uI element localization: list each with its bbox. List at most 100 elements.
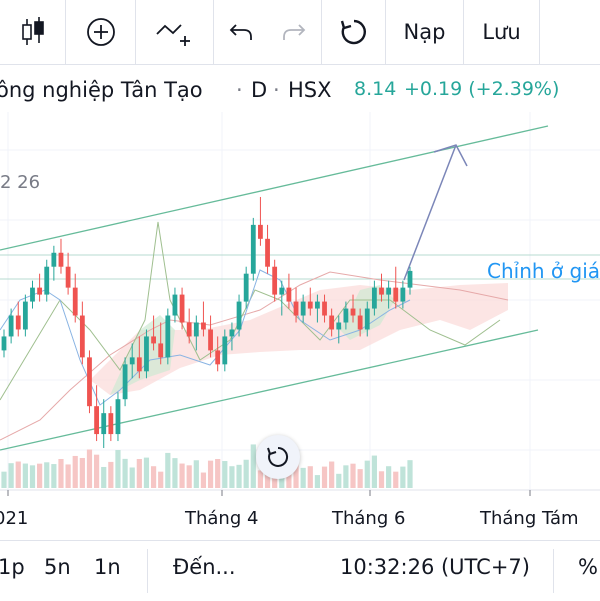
- channel-upper[interactable]: [0, 125, 549, 251]
- chart-type-button[interactable]: [0, 0, 66, 64]
- candle-body: [300, 301, 306, 316]
- price-chart[interactable]: 2 26 Chỉnh ở giá 021 Tháng 4 Tháng 6 Thá…: [0, 112, 600, 530]
- volume-bar: [243, 459, 249, 488]
- volume-bar: [314, 475, 321, 488]
- range-5d-button[interactable]: 5n: [44, 555, 71, 579]
- candle-body: [22, 301, 28, 330]
- volume-bar: [186, 465, 192, 488]
- annotation-text[interactable]: Chỉnh ở giá: [487, 259, 600, 283]
- volume-bar: [136, 458, 142, 488]
- candle-body: [336, 322, 342, 330]
- symbol-interval[interactable]: D: [251, 78, 268, 102]
- undo-icon[interactable]: [227, 18, 255, 46]
- candle-body: [15, 315, 21, 330]
- refresh-button[interactable]: [322, 0, 386, 64]
- load-button[interactable]: Nạp: [386, 0, 464, 64]
- volume-bar: [207, 460, 214, 488]
- candle-body: [250, 224, 256, 274]
- volume-bar: [150, 466, 157, 488]
- candle-body: [58, 252, 64, 267]
- candle-body: [186, 322, 192, 337]
- candle-body: [79, 315, 85, 358]
- price-change: +0.19 (+2.39%): [404, 78, 560, 100]
- candlestick-chart-icon: [21, 17, 44, 45]
- time-axis-label: 021: [0, 508, 28, 529]
- candle-body: [343, 308, 349, 323]
- candle-body: [165, 315, 171, 358]
- volume-bar: [93, 454, 100, 488]
- reset-chart-button[interactable]: [256, 435, 300, 479]
- candle-body: [400, 287, 406, 302]
- candle-body: [329, 315, 335, 330]
- volume-bar: [222, 461, 228, 488]
- volume-bar: [393, 471, 399, 488]
- volume-bar: [257, 470, 264, 488]
- redo-icon[interactable]: [280, 18, 308, 46]
- candle-body: [293, 301, 299, 316]
- percent-toggle[interactable]: %: [578, 555, 598, 579]
- plus-circle-icon: [86, 18, 115, 46]
- indicators-button[interactable]: [136, 0, 214, 64]
- separator-dot: ·: [236, 78, 243, 102]
- volume-bar: [101, 466, 107, 488]
- ichimoku-cloud-bear: [90, 283, 508, 395]
- volume-bar: [293, 458, 299, 488]
- candle-body: [386, 287, 392, 295]
- volume-bar: [129, 467, 135, 488]
- candle-body: [158, 343, 164, 358]
- volume-bar: [79, 457, 85, 488]
- candle-body: [350, 308, 356, 316]
- candle-body: [236, 301, 242, 330]
- range-1d-button[interactable]: 1p: [0, 555, 25, 579]
- volume-bar: [329, 461, 335, 488]
- candle-body: [357, 315, 363, 330]
- save-button[interactable]: Lưu: [464, 0, 540, 64]
- candle-body: [307, 301, 313, 309]
- candle-body: [65, 266, 71, 288]
- candle-body: [222, 336, 228, 365]
- candle-body: [379, 287, 384, 295]
- volume-bar: [343, 465, 349, 488]
- refresh-icon: [340, 19, 366, 45]
- candle-body: [136, 357, 142, 372]
- save-label: Lưu: [482, 20, 521, 44]
- candle-body: [193, 322, 199, 337]
- candle-body: [208, 329, 213, 351]
- symbol-name[interactable]: ông nghiệp Tân Tạo: [0, 78, 203, 102]
- channel-lower[interactable]: [0, 329, 539, 451]
- candle-body: [393, 287, 399, 302]
- time-display[interactable]: 10:32:26 (UTC+7): [340, 555, 530, 579]
- candle-body: [315, 301, 320, 309]
- toolbar-overflow: [540, 0, 600, 64]
- volume-bar: [8, 463, 14, 488]
- candle-body: [51, 252, 57, 267]
- candle-body: [30, 287, 35, 302]
- volume-bar: [193, 460, 199, 488]
- last-price: 8.14: [354, 78, 397, 100]
- candle-body: [151, 336, 156, 344]
- time-axis-label: Tháng Tám: [479, 508, 579, 529]
- separator: [553, 549, 554, 593]
- candle-body: [1, 336, 7, 351]
- volume-bar: [378, 471, 385, 488]
- reset-chart-icon: [267, 446, 289, 467]
- undo-redo-group: [214, 0, 322, 64]
- symbol-exchange: HSX: [288, 78, 332, 102]
- bottom-toolbar: 1p 5n 1n Đến... 10:32:26 (UTC+7) %: [0, 540, 600, 601]
- volume-bar: [407, 460, 413, 488]
- ichimoku-conversion: [0, 269, 411, 406]
- projection-arrow[interactable]: [403, 144, 457, 281]
- volume-bar: [357, 469, 363, 488]
- candle-body: [172, 294, 178, 316]
- range-1y-button[interactable]: 1n: [94, 555, 121, 579]
- volume-bar: [300, 467, 306, 488]
- volume-bar: [165, 452, 171, 488]
- volume-bar: [364, 460, 370, 488]
- candle-body: [8, 315, 14, 337]
- add-button[interactable]: [66, 0, 136, 64]
- volume-bar: [51, 464, 57, 488]
- candle-body: [179, 294, 185, 323]
- volume-bar: [122, 458, 128, 488]
- volume-bar: [44, 462, 50, 488]
- goto-date-button[interactable]: Đến...: [173, 555, 236, 579]
